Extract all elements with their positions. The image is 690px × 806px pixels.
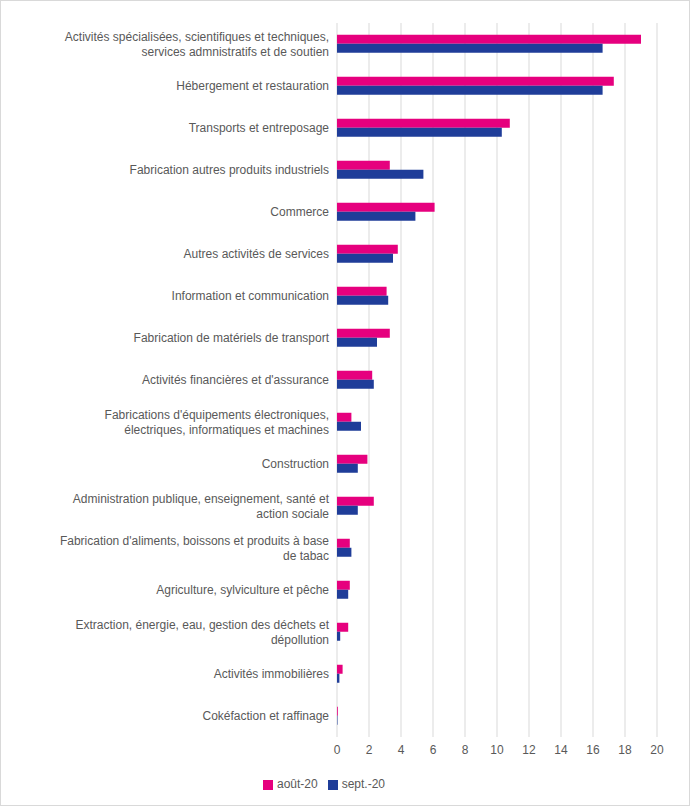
svg-text:Fabrication d'aliments, boisso: Fabrication d'aliments, boissons et prod…	[60, 534, 329, 563]
svg-text:Information et communication: Information et communication	[172, 289, 329, 303]
svg-text:Fabrication de matériels de tr: Fabrication de matériels de transport	[134, 331, 330, 345]
svg-text:14: 14	[554, 743, 568, 757]
svg-text:Activités immobilières: Activités immobilières	[214, 667, 329, 681]
html-text:août-20: août-20	[277, 777, 318, 791]
svg-text:Agriculture, sylviculture et p: Agriculture, sylviculture et pêche	[156, 583, 329, 597]
svg-text:Extraction, énergie, eau, gest: Extraction, énergie, eau, gestion des dé…	[76, 618, 330, 647]
svg-text:12: 12	[522, 743, 536, 757]
svg-text:18: 18	[618, 743, 632, 757]
svg-text:4: 4	[398, 743, 405, 757]
svg-text:Construction: Construction	[262, 457, 329, 471]
svg-text:0: 0	[334, 743, 341, 757]
svg-text:2: 2	[366, 743, 373, 757]
html-text:sept.-20: sept.-20	[341, 777, 385, 791]
svg-text:8: 8	[462, 743, 469, 757]
svg-text:Fabrications d'équipements éle: Fabrications d'équipements électroniques…	[105, 408, 329, 437]
svg-text:20: 20	[650, 743, 664, 757]
svg-text:10: 10	[490, 743, 504, 757]
svg-text:Administration publique, ensei: Administration publique, enseignement, s…	[73, 492, 330, 521]
svg-text:16: 16	[586, 743, 600, 757]
svg-text:6: 6	[430, 743, 437, 757]
svg-text:Cokéfaction et raffinage: Cokéfaction et raffinage	[202, 709, 329, 723]
svg-text:Activités financières et d'ass: Activités financières et d'assurance	[142, 373, 329, 387]
svg-text:Activités spécialisées, scient: Activités spécialisées, scientifiques et…	[65, 30, 329, 59]
svg-text:Commerce: Commerce	[270, 205, 329, 219]
svg-text:Fabrication autres produits in: Fabrication autres produits industriels	[130, 163, 329, 177]
svg-text:Autres activités de services: Autres activités de services	[184, 247, 329, 261]
svg-text:Transports et entreposage: Transports et entreposage	[189, 121, 330, 135]
svg-text:Hébergement et restauration: Hébergement et restauration	[176, 79, 329, 93]
